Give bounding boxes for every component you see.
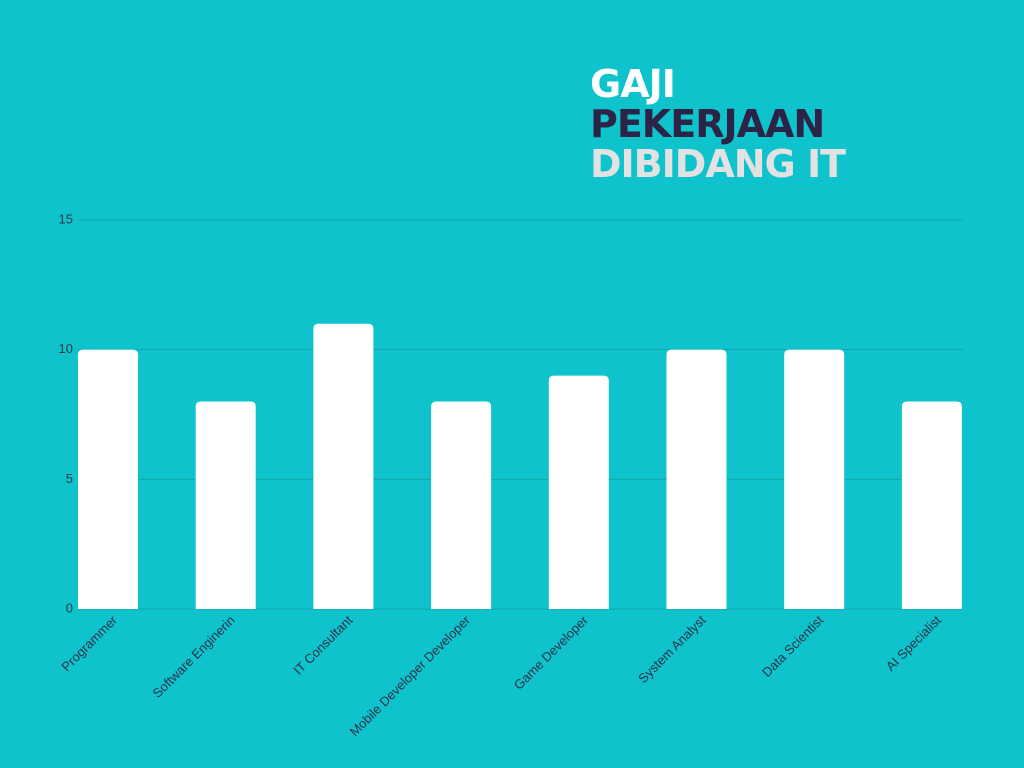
bar <box>313 323 374 609</box>
bar <box>195 401 256 609</box>
y-tick-label: 5 <box>66 471 73 486</box>
title-line: GAJI <box>590 62 675 106</box>
bar <box>784 349 845 609</box>
y-tick-label: 15 <box>59 211 73 226</box>
bar <box>666 349 727 609</box>
bar <box>78 349 138 609</box>
title-line: PEKERJAAN <box>590 102 824 146</box>
bar <box>548 375 609 609</box>
y-tick-label: 0 <box>66 600 73 615</box>
bar <box>431 401 492 609</box>
title-line: DIBIDANG IT <box>590 142 846 186</box>
bar <box>901 401 962 609</box>
y-tick-label: 10 <box>59 341 73 356</box>
